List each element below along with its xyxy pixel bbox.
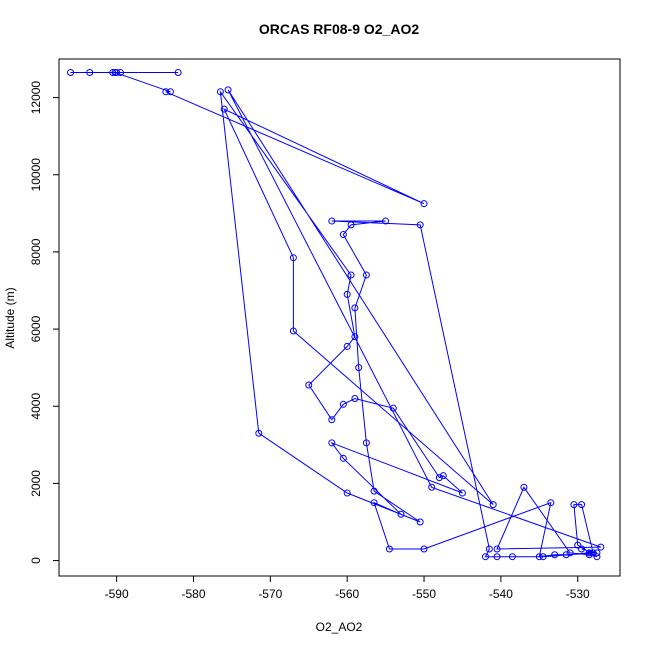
series-line <box>70 72 601 558</box>
data-point <box>343 342 351 350</box>
x-axis: -590 -580 -570 -560 -550 -540 -530 <box>105 576 590 601</box>
data-point <box>351 395 359 403</box>
data-point <box>370 487 378 495</box>
data-point <box>328 439 336 447</box>
data-point <box>216 88 224 96</box>
data-point <box>382 217 390 225</box>
x-axis-label: O2_AO2 <box>316 620 363 634</box>
y-tick-label: 12000 <box>29 81 43 115</box>
data-point <box>389 404 397 412</box>
x-tick-label: -530 <box>566 587 590 601</box>
data-point <box>416 518 424 526</box>
y-tick-label: 2000 <box>29 470 43 497</box>
data-point <box>166 88 174 96</box>
data-point <box>458 489 466 497</box>
data-point <box>289 327 297 335</box>
data-point <box>566 549 574 557</box>
data-point <box>439 472 447 480</box>
data-point <box>428 483 436 491</box>
data-point <box>593 553 601 561</box>
data-point <box>174 69 182 77</box>
data-point <box>347 221 355 229</box>
data-point <box>162 88 170 96</box>
chart-title: ORCAS RF08-9 O2_AO2 <box>259 21 419 37</box>
x-tick-label: -550 <box>412 587 436 601</box>
y-tick-label: 10000 <box>29 158 43 192</box>
y-tick-label: 0 <box>29 557 43 564</box>
data-point <box>116 69 124 77</box>
x-tick-label: -570 <box>258 587 282 601</box>
data-point <box>355 364 363 372</box>
data-point <box>111 69 119 77</box>
data-point <box>420 200 428 208</box>
data-point <box>351 333 359 341</box>
data-point <box>597 543 605 551</box>
data-point <box>220 105 228 113</box>
data-point <box>339 231 347 239</box>
x-tick-label: -580 <box>181 587 205 601</box>
x-tick-label: -560 <box>335 587 359 601</box>
x-tick-label: -540 <box>489 587 513 601</box>
y-tick-label: 4000 <box>29 393 43 420</box>
data-point <box>109 69 117 77</box>
data-point <box>289 254 297 262</box>
data-point <box>489 501 497 509</box>
data-point <box>362 439 370 447</box>
y-tick-label: 6000 <box>29 315 43 342</box>
data-point <box>482 553 490 561</box>
y-tick-label: 8000 <box>29 238 43 265</box>
data-point <box>86 69 94 77</box>
data-point <box>578 501 586 509</box>
data-point <box>343 290 351 298</box>
y-axis: 0 2000 4000 6000 8000 10000 12000 <box>29 81 59 564</box>
data-point <box>351 304 359 312</box>
data-point <box>520 483 528 491</box>
data-point <box>551 551 559 559</box>
data-point <box>578 545 586 553</box>
data-point <box>385 545 393 553</box>
data-point <box>589 549 597 557</box>
data-point <box>328 416 336 424</box>
data-point <box>416 221 424 229</box>
data-point <box>585 551 593 559</box>
y-axis-label: Altitude (m) <box>3 287 17 348</box>
data-point <box>508 553 516 561</box>
data-point <box>485 545 493 553</box>
data-point <box>339 400 347 408</box>
data-point <box>397 510 405 518</box>
x-tick-label: -590 <box>105 587 129 601</box>
data-point <box>67 69 75 77</box>
data-point <box>328 217 336 225</box>
data-point <box>347 271 355 279</box>
data-point <box>224 86 232 94</box>
data-point <box>562 551 570 559</box>
data-point <box>362 271 370 279</box>
data-point <box>435 474 443 482</box>
data-point <box>585 549 593 557</box>
data-point <box>370 499 378 507</box>
data-point <box>339 454 347 462</box>
data-point <box>255 429 263 437</box>
data-points <box>67 69 605 561</box>
plot-frame <box>58 58 621 577</box>
data-point <box>343 489 351 497</box>
data-point <box>539 553 547 561</box>
data-point <box>574 541 582 549</box>
data-point <box>570 501 578 509</box>
data-point <box>305 381 313 389</box>
data-point <box>493 545 501 553</box>
data-point <box>420 545 428 553</box>
data-point <box>547 499 555 507</box>
data-point <box>593 549 601 557</box>
data-point <box>493 553 501 561</box>
data-point <box>535 553 543 561</box>
